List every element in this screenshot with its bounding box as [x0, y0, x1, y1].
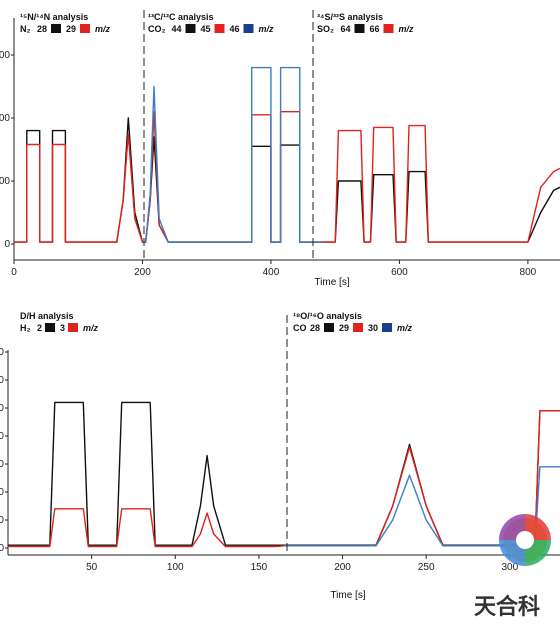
- watermark-logo: [499, 514, 551, 566]
- legend-mass: 30: [368, 323, 378, 333]
- y-tick-label: 4000: [0, 431, 4, 442]
- legend-formula: H₂: [20, 323, 31, 333]
- y-tick-label: 5000: [0, 403, 4, 414]
- legend-mass: 66: [370, 24, 380, 34]
- section-title: D/H analysis: [20, 311, 74, 321]
- legend-mass: 44: [172, 24, 182, 34]
- y-tick-label: 2000: [0, 487, 4, 498]
- legend-unit: m/z: [83, 323, 99, 333]
- top-x-label: Time [s]: [314, 277, 349, 288]
- logo-petal-blue: [499, 540, 525, 566]
- legend-swatch: [324, 323, 334, 332]
- legend-mass: 28: [310, 323, 320, 333]
- legend-formula: CO: [293, 323, 307, 333]
- legend-swatch: [68, 323, 78, 332]
- legend-swatch: [243, 24, 254, 33]
- series-line-1: [14, 111, 560, 243]
- x-tick-label: 150: [251, 562, 268, 573]
- x-tick-label: 300: [501, 562, 518, 573]
- logo-petal-green: [525, 540, 551, 566]
- legend-mass: 46: [230, 24, 240, 34]
- section-title: ¹³C/¹²C analysis: [148, 12, 214, 22]
- legend-mass: 29: [339, 323, 349, 333]
- legend-formula: N₂: [20, 24, 31, 34]
- x-tick-label: 800: [520, 267, 537, 278]
- x-tick-label: 100: [167, 562, 184, 573]
- section-title: ³⁴S/³²S analysis: [317, 12, 383, 22]
- legend-unit: m/z: [397, 323, 413, 333]
- legend-swatch: [51, 24, 61, 33]
- x-tick-label: 50: [86, 562, 98, 573]
- legend-swatch: [214, 24, 225, 33]
- y-tick-label: 3000: [0, 50, 10, 61]
- legend-unit: m/z: [399, 24, 415, 34]
- x-tick-label: 200: [134, 267, 151, 278]
- series-line-0: [14, 117, 560, 243]
- legend-mass: 3: [60, 323, 65, 333]
- y-tick-label: 1000: [0, 515, 4, 526]
- y-tick-label: 2000: [0, 113, 10, 124]
- logo-petal-red: [525, 514, 551, 540]
- x-tick-label: 0: [11, 267, 17, 278]
- y-tick-label: 0: [4, 239, 10, 250]
- series-line-2: [284, 466, 560, 547]
- legend-mass: 2: [37, 323, 42, 333]
- x-tick-label: 400: [263, 267, 280, 278]
- legend-swatch: [382, 323, 392, 332]
- legend-formula: SO₂: [317, 24, 334, 34]
- section-title: ¹⁵N/¹⁴N analysis: [20, 12, 88, 22]
- legend-mass: 28: [37, 24, 47, 34]
- legend-swatch: [383, 24, 394, 33]
- x-tick-label: 200: [334, 562, 351, 573]
- y-tick-label: 0: [0, 543, 4, 554]
- bottom-x-label: Time [s]: [330, 590, 365, 601]
- y-tick-label: 6000: [0, 375, 4, 386]
- y-tick-label: 7000: [0, 347, 4, 358]
- logo-center: [516, 531, 534, 549]
- series-line-0: [8, 401, 560, 546]
- y-tick-label: 3000: [0, 459, 4, 470]
- legend-unit: m/z: [95, 24, 111, 34]
- legend-swatch: [185, 24, 196, 33]
- legend-swatch: [354, 24, 365, 33]
- legend-unit: m/z: [259, 24, 275, 34]
- legend-formula: CO₂: [148, 24, 166, 34]
- x-tick-label: 250: [418, 562, 435, 573]
- section-title: ¹⁸O/¹⁶O analysis: [293, 311, 362, 321]
- series-line-2: [142, 66, 323, 243]
- top-chart: 0 1000 2000 3000 0 200 400 600 800 ¹⁵N/¹⁴N anal…: [0, 10, 560, 288]
- legend-swatch: [80, 24, 90, 33]
- logo-petal-purple: [499, 514, 525, 540]
- legend-mass: 29: [66, 24, 76, 34]
- series-line-1: [8, 410, 560, 548]
- watermark-text: 天合科: [474, 594, 540, 620]
- y-tick-label: 1000: [0, 176, 10, 187]
- bottom-chart: 0 1000 2000 3000 4000 5000 6000 7000 50 100 150 20…: [0, 311, 560, 601]
- legend-mass: 64: [341, 24, 351, 34]
- x-tick-label: 600: [391, 267, 408, 278]
- legend-mass: 45: [201, 24, 211, 34]
- legend-swatch: [353, 323, 363, 332]
- legend-swatch: [45, 323, 55, 332]
